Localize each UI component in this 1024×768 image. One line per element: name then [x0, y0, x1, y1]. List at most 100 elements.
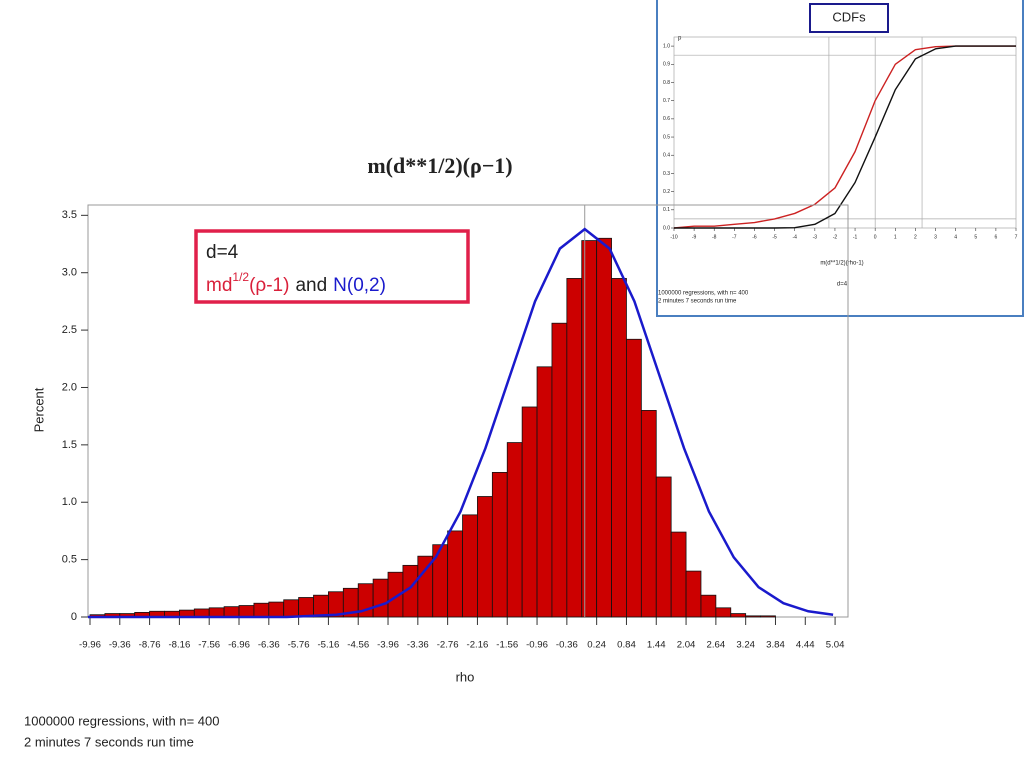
- y-axis-label: Percent: [31, 387, 46, 432]
- x-tick-label: 1.44: [647, 640, 666, 651]
- y-tick-label: 0: [71, 611, 77, 623]
- inset-chart: CDFs p m(d**1/2)(rho-1) d=4 1000000 regr…: [656, 0, 1024, 317]
- bar: [551, 322, 568, 618]
- x-tick-label: -5: [772, 234, 777, 240]
- x-tick-label: -5.16: [317, 640, 339, 651]
- bar: [253, 602, 270, 618]
- annotation-part: md: [206, 275, 232, 296]
- y-tick-label: 0.6: [663, 116, 670, 122]
- annotation-part: (ρ-1): [249, 275, 289, 296]
- bar: [268, 601, 285, 618]
- y-tick-label: 0.8: [663, 80, 670, 86]
- x-tick-label: 0.84: [617, 640, 636, 651]
- y-tick-label: 0.1: [663, 207, 670, 213]
- x-tick-label: -10: [670, 234, 677, 240]
- footnote: 1000000 regressions, with n= 400: [24, 713, 220, 728]
- x-tick-label: -8.76: [139, 640, 161, 651]
- bar: [745, 615, 761, 618]
- x-tick-label: -8: [712, 234, 717, 240]
- x-tick-label: 4: [954, 234, 957, 240]
- bar: [760, 615, 776, 618]
- y-tick-label: 0.0: [663, 225, 670, 231]
- y-tick-label: 0.4: [663, 153, 670, 159]
- y-tick-label: 1.0: [62, 496, 77, 508]
- x-tick-label: -2: [833, 234, 838, 240]
- bar: [521, 406, 538, 618]
- bar: [536, 366, 553, 618]
- x-tick-label: 1: [894, 234, 897, 240]
- bar: [477, 496, 493, 618]
- inset-footnote: 1000000 regressions, with n= 400: [658, 291, 749, 297]
- bar: [581, 240, 598, 618]
- bar: [223, 606, 240, 618]
- inset-x-label: m(d**1/2)(rho-1): [820, 261, 863, 267]
- x-tick-label: -3.36: [407, 640, 429, 651]
- bar: [596, 237, 612, 618]
- series-line: [674, 45, 1016, 229]
- x-tick-label: -4.56: [347, 640, 369, 651]
- x-tick-label: 2.64: [707, 640, 726, 651]
- bar: [313, 594, 329, 618]
- y-tick-label: 3.5: [62, 209, 77, 221]
- bar: [462, 514, 478, 618]
- inset-frame: [656, 0, 1024, 317]
- x-tick-label: -6.36: [258, 640, 280, 651]
- x-tick-label: -6.96: [228, 640, 250, 651]
- y-tick-label: 2.0: [62, 381, 77, 393]
- bar: [640, 410, 657, 618]
- annotation: md1/2(ρ-1) and N(0,2): [206, 270, 386, 296]
- x-tick-label: 3.24: [736, 640, 755, 651]
- bar: [730, 613, 747, 618]
- x-tick-label: 2.04: [677, 640, 696, 651]
- y-tick-label: 1.5: [62, 439, 77, 451]
- x-tick-label: 6: [994, 234, 997, 240]
- x-tick-label: 3: [934, 234, 937, 240]
- x-tick-label: -3: [813, 234, 818, 240]
- y-tick-label: 0.5: [62, 554, 77, 566]
- x-tick-label: 3.84: [766, 640, 785, 651]
- inset-annotation: d=4: [837, 282, 848, 288]
- annotation-part: and: [295, 275, 327, 296]
- x-tick-label: 2: [914, 234, 917, 240]
- bar: [447, 530, 463, 618]
- inset-title-box: [809, 3, 889, 33]
- annotation-part: 1/2: [232, 270, 249, 284]
- bar: [491, 471, 508, 618]
- bar: [655, 476, 672, 618]
- x-tick-label: -7: [732, 234, 737, 240]
- x-tick-label: -0.36: [556, 640, 578, 651]
- bar: [432, 544, 449, 618]
- y-tick-label: 0.5: [663, 134, 670, 140]
- bar: [700, 594, 717, 618]
- y-tick-label: 0.9: [663, 62, 670, 68]
- bar: [208, 607, 225, 618]
- bar: [238, 605, 255, 618]
- x-tick-label: -0.96: [526, 640, 548, 651]
- x-tick-label: -9.96: [79, 640, 101, 651]
- x-tick-label: 0: [874, 234, 877, 240]
- x-tick-label: -1: [853, 234, 858, 240]
- bar: [685, 570, 702, 618]
- x-tick-label: -1.56: [496, 640, 518, 651]
- bar: [715, 607, 732, 618]
- bar: [372, 578, 389, 618]
- footnote: 2 minutes 7 seconds run time: [24, 734, 194, 749]
- y-tick-label: 2.5: [62, 324, 77, 336]
- y-tick-label: 0.3: [663, 171, 670, 177]
- bar: [506, 442, 523, 618]
- inset-footnote: 2 minutes 7 seconds run time: [658, 299, 737, 305]
- y-tick-label: 0.2: [663, 189, 670, 195]
- annotation-box: [194, 229, 470, 304]
- inset-title: CDFs: [832, 9, 866, 24]
- bar: [566, 278, 583, 618]
- y-tick-label: 3.0: [62, 267, 77, 279]
- x-tick-label: -3.96: [377, 640, 399, 651]
- x-tick-label: -2.76: [437, 640, 459, 651]
- x-tick-label: 7: [1015, 234, 1018, 240]
- x-tick-label: -7.56: [198, 640, 220, 651]
- plot-frame: [673, 36, 1017, 229]
- x-tick-label: -9.36: [109, 640, 131, 651]
- x-tick-label: -8.16: [168, 640, 190, 651]
- x-tick-label: -5.76: [288, 640, 310, 651]
